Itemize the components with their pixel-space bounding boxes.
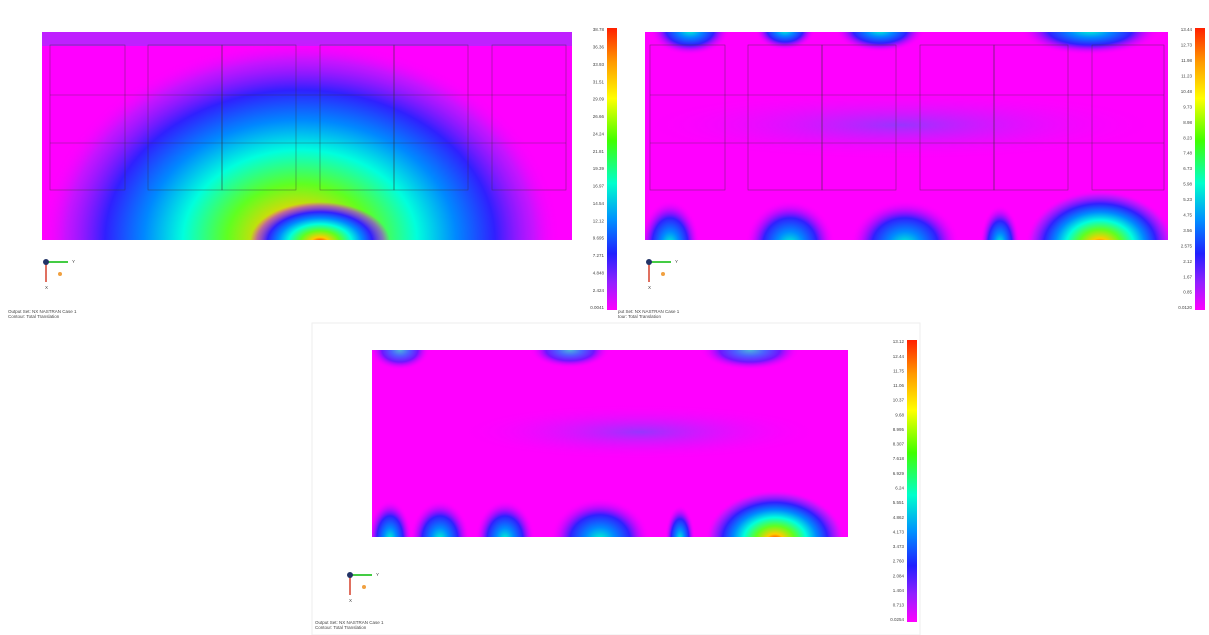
- legend-label: 1.404: [893, 588, 905, 593]
- legend-label: 13.12: [893, 339, 905, 344]
- legend-label: 6.24: [895, 486, 904, 491]
- legend-label: 0.0254: [890, 617, 904, 622]
- legend-label: 38.78: [593, 27, 605, 32]
- legend-label: 3.473: [893, 544, 905, 549]
- legend-label: 7.48: [1183, 151, 1192, 156]
- legend-label: 14.54: [593, 201, 605, 206]
- legend-label: 8.307: [893, 442, 905, 447]
- legend-label: 7.618: [893, 456, 905, 461]
- legend-label: 10.37: [893, 398, 905, 403]
- legend-label: 0.0120: [1178, 305, 1192, 310]
- legend-label: 5.551: [893, 500, 905, 505]
- legend-label: 5.23: [1183, 197, 1192, 202]
- legend-label: 0.0041: [590, 305, 604, 310]
- legend-label: 3.56: [1183, 228, 1192, 233]
- legend-label: 6.73: [1183, 166, 1192, 171]
- axis-label: X: [45, 285, 48, 290]
- legend-label: 4.848: [593, 270, 605, 275]
- axis-label: X: [349, 598, 352, 603]
- legend-bar: [607, 28, 617, 310]
- legend-label: 4.173: [893, 529, 905, 534]
- legend-label: 9.73: [1183, 104, 1192, 109]
- legend-label: 2.760: [893, 559, 905, 564]
- axis-label: X: [648, 285, 651, 290]
- legend-label: 2.424: [593, 288, 605, 293]
- legend-label: 8.23: [1183, 135, 1192, 140]
- legend-label: 8.98: [1183, 120, 1192, 125]
- legend-label: 10.48: [1181, 89, 1193, 94]
- legend-label: 21.81: [593, 149, 605, 154]
- contour-label: Contour: Total Translation: [315, 625, 367, 630]
- legend-label: 5.98: [1183, 182, 1192, 187]
- legend-label: 2.575: [1181, 243, 1193, 248]
- legend-label: 0.85: [1183, 290, 1192, 295]
- legend-label: 12.44: [893, 354, 905, 359]
- legend-label: 9.695: [593, 236, 605, 241]
- legend-bar: [907, 340, 917, 622]
- legend-label: 12.12: [593, 218, 605, 223]
- axis-label: Y: [675, 259, 678, 264]
- legend-label: 13.44: [1181, 27, 1193, 32]
- axis-marker: [362, 585, 366, 589]
- legend-label: 2.084: [893, 573, 905, 578]
- contour-label: tour: Total Translation: [618, 314, 661, 319]
- legend-label: 24.24: [593, 131, 605, 136]
- legend-label: 36.36: [593, 45, 605, 50]
- legend-label: 1.67: [1183, 274, 1192, 279]
- output-set: Output Set: NX NASTRAN Case 1: [8, 309, 77, 314]
- contour-plot: [372, 350, 848, 537]
- output-set: put Set: NX NASTRAN Case 1: [618, 309, 680, 314]
- legend-label: 9.68: [895, 412, 904, 417]
- legend-label: 11.23: [1181, 74, 1192, 79]
- legend-label: 7.271: [593, 253, 605, 258]
- legend-label: 12.73: [1181, 43, 1193, 48]
- axis-origin: [347, 572, 353, 578]
- legend-label: 11.98: [1181, 58, 1192, 63]
- legend-label: 31.51: [593, 79, 605, 84]
- output-set: Output Set: NX NASTRAN Case 1: [315, 620, 384, 625]
- contour-plot: [42, 32, 572, 240]
- axis-origin: [646, 259, 652, 265]
- legend-label: 33.93: [593, 62, 605, 67]
- axis-label: Y: [72, 259, 75, 264]
- legend-label: 16.97: [593, 184, 605, 189]
- legend-label: 6.929: [893, 471, 905, 476]
- axis-label: Y: [376, 572, 379, 577]
- legend-label: 4.862: [893, 515, 905, 520]
- legend-label: 8.995: [893, 427, 905, 432]
- legend-label: 11.06: [893, 383, 904, 388]
- contour-label: Contour: Total Translation: [8, 314, 60, 319]
- legend-bar: [1195, 28, 1205, 310]
- axis-marker: [58, 272, 62, 276]
- axis-origin: [43, 259, 49, 265]
- legend-label: 11.75: [893, 368, 904, 373]
- legend-label: 19.39: [593, 166, 605, 171]
- legend-label: 4.75: [1183, 213, 1192, 218]
- contour-plot: [645, 32, 1168, 240]
- legend-label: 26.66: [593, 114, 605, 119]
- legend-label: 0.713: [893, 603, 905, 608]
- legend-label: 2.12: [1183, 259, 1192, 264]
- axis-marker: [661, 272, 665, 276]
- legend-label: 29.09: [593, 97, 605, 102]
